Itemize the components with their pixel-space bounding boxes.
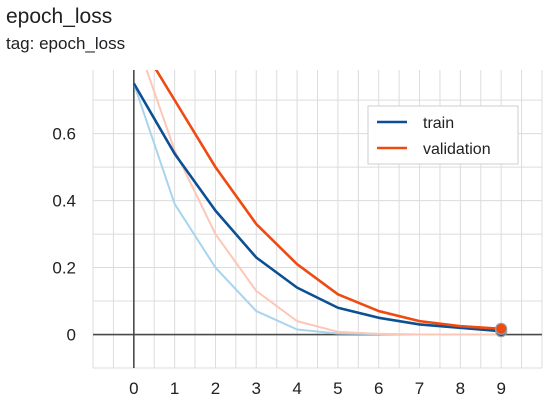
chart-grid [92, 70, 543, 369]
chart-tag: tag: epoch_loss [6, 34, 126, 53]
x-tick-label: 6 [374, 379, 383, 398]
x-tick-label: 5 [333, 379, 342, 398]
x-tick-label: 2 [211, 379, 220, 398]
chart-title: epoch_loss [6, 5, 113, 28]
series-raw-line-validation [145, 70, 502, 336]
legend-box [367, 105, 519, 165]
series-line-train [132, 82, 502, 333]
x-tick-label: 9 [496, 379, 505, 398]
x-tick-label: 8 [456, 379, 465, 398]
legend-label-train: train [423, 115, 454, 132]
y-tick-label: 0.4 [52, 192, 76, 211]
series-point-validation[interactable] [495, 322, 508, 335]
x-tick-label: 7 [415, 379, 424, 398]
series-layer [132, 70, 508, 338]
tick-labels: 0 0.2 0.4 0.6 0 1 2 3 4 5 6 7 8 9 [52, 125, 506, 398]
y-tick-label: 0.2 [52, 259, 76, 278]
legend-label-validation: validation [423, 141, 491, 158]
x-tick-label: 0 [129, 379, 138, 398]
x-tick-label: 4 [292, 379, 301, 398]
x-tick-label: 1 [170, 379, 179, 398]
x-tick-label: 3 [252, 379, 261, 398]
y-tick-label: 0.6 [52, 125, 76, 144]
series-line-validation [154, 70, 502, 331]
y-tick-label: 0 [67, 326, 76, 345]
chart-legend: train validation [367, 105, 519, 165]
